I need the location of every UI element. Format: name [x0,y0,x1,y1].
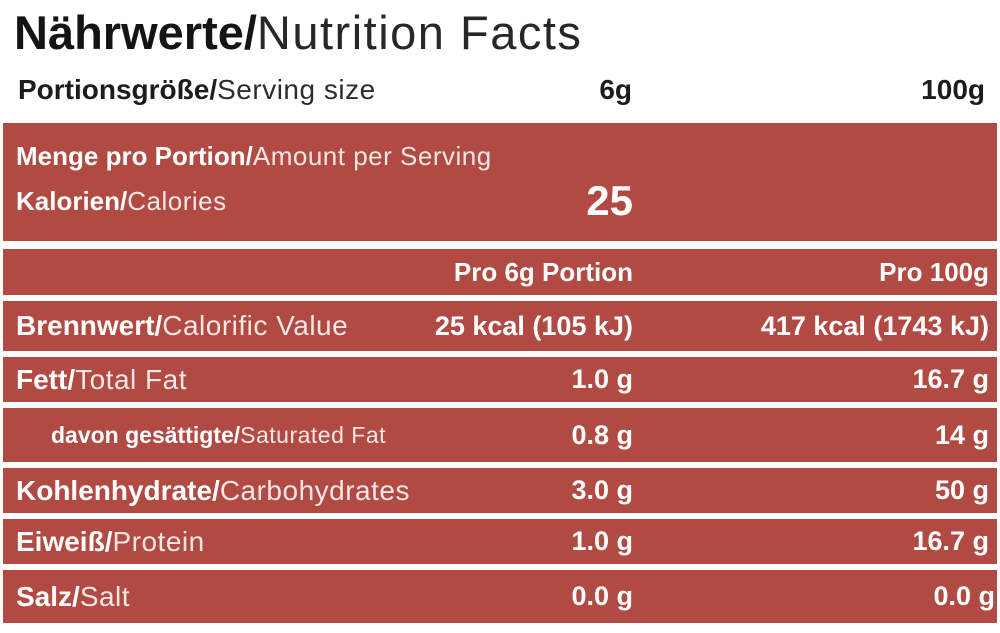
row-label-saturated-fat: davon gesättigte/Saturated Fat [3,422,571,449]
serving-size-label-english: Serving size [217,74,376,105]
table-row-carbohydrates: Kohlenhydrate/Carbohydrates 3.0 g 50 g [3,468,997,513]
row-label-english: Salt [79,580,131,612]
calories-value: 25 [586,177,633,224]
page-title: Nährwerte/Nutrition Facts [14,6,1000,60]
page-title-english: Nutrition Facts [256,6,583,59]
row-label-english: Carbohydrates [219,474,410,506]
serving-size-label: Portionsgröße/Serving size [0,74,599,106]
row-value-per-serving: 1.0 g [571,364,633,394]
row-value-per-serving: 3.0 g [571,475,633,505]
row-value-per-100g: 0.0 g [933,581,995,611]
row-label-german: Fett/ [16,363,76,395]
table-row-protein: Eiweiß/Protein 1.0 g 16.7 g [3,519,997,564]
serving-size-value: 6g [599,74,632,105]
table-row-salt: Salz/Salt 0.0 g 0.0 g [3,570,997,623]
table-row-saturated-fat: davon gesättigte/Saturated Fat 0.8 g 14 g [3,408,997,462]
row-label-calorific-value: Brennwert/Calorific Value [3,310,435,342]
row-label-german: Eiweiß/ [16,525,113,557]
row-value-per-100g: 417 kcal (1743 kJ) [760,310,989,341]
row-label-german: Brennwert/ [16,310,163,341]
row-label-english: Protein [112,525,205,557]
calories-label: Kalorien/Calories [3,186,586,217]
row-value-per-100g: 16.7 g [912,364,989,394]
table-header-per-serving: Pro 6g Portion [453,256,633,287]
amount-heading-german: Menge pro Portion/ [16,141,253,171]
row-label-german: davon gesättigte/ [51,421,241,448]
row-value-per-100g: 16.7 g [912,526,989,556]
row-label-total-fat: Fett/Total Fat [3,364,571,396]
row-value-per-100g: 14 g [934,419,989,450]
serving-size-label-german: Portionsgröße/ [18,74,218,105]
row-label-english: Total Fat [75,363,187,395]
calories-label-english: Calories [127,185,227,216]
table-header-per-100g: Pro 100g [879,256,989,287]
page-title-german: Nährwerte/ [14,6,257,59]
row-value-per-100g: 50 g [934,475,989,505]
serving-size-row: Portionsgröße/Serving size 6g 100g [0,72,1000,108]
table-row-calorific-value: Brennwert/Calorific Value 25 kcal (105 kJ… [3,301,997,351]
row-label-german: Salz/ [16,580,80,612]
calories-row: Kalorien/Calories 25 [3,174,997,228]
row-label-english: Saturated Fat [240,421,387,448]
row-label-german: Kohlenhydrate/ [16,474,220,506]
amount-per-serving-heading: Menge pro Portion/Amount per Serving [3,138,997,174]
table-row-total-fat: Fett/Total Fat 1.0 g 16.7 g [3,357,997,402]
row-value-per-serving: 1.0 g [571,526,633,556]
row-value-per-serving: 0.8 g [571,419,633,450]
row-value-per-serving: 0.0 g [571,581,633,611]
row-value-per-serving: 25 kcal (105 kJ) [434,310,633,341]
calories-block: Menge pro Portion/Amount per Serving Kal… [3,123,997,241]
amount-heading-english: Amount per Serving [252,141,492,171]
serving-size-reference: 100g [921,74,985,105]
row-label-salt: Salz/Salt [3,581,571,613]
calories-label-german: Kalorien/ [16,185,128,216]
nutrition-facts-label: Nährwerte/Nutrition Facts Portionsgröße/… [0,6,1000,633]
row-label-carbohydrates: Kohlenhydrate/Carbohydrates [3,475,571,507]
row-label-english: Calorific Value [162,310,349,341]
nutrient-table: Brennwert/Calorific Value 25 kcal (105 kJ… [0,301,1000,623]
row-label-protein: Eiweiß/Protein [3,526,571,558]
table-header-row: Pro 6g Portion Pro 100g [3,249,997,295]
